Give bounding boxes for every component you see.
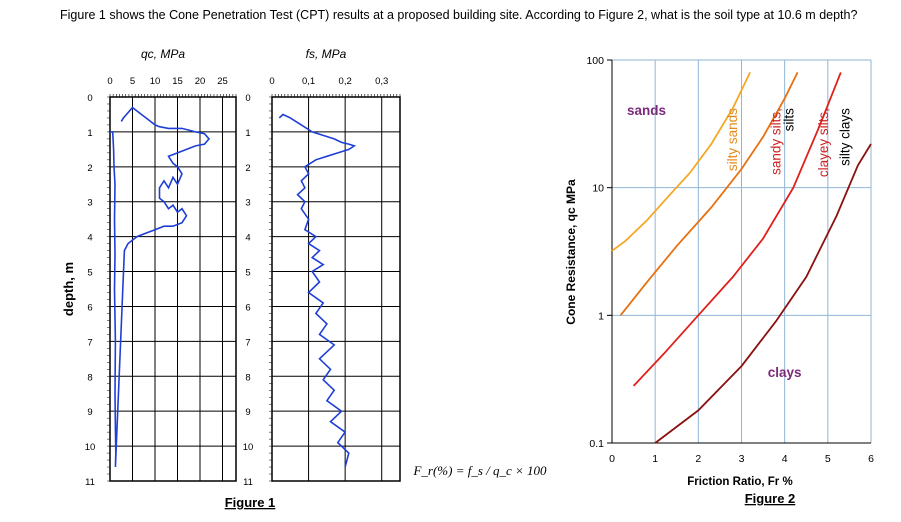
question-text: Figure 1 shows the Cone Penetration Test… xyxy=(60,8,858,22)
qc-ytick-1: 1 xyxy=(87,128,92,139)
qc-ytick-9: 9 xyxy=(87,407,92,418)
fs-ytick-6: 6 xyxy=(245,302,250,313)
fig2-zone-label-1: silty sands xyxy=(725,108,740,171)
fs-ytick-3: 3 xyxy=(245,198,250,209)
fig2-xtick-5: 5 xyxy=(825,453,831,465)
fig2-ytick-1: 1 xyxy=(598,310,604,322)
fs-xtick-2: 0,2 xyxy=(339,76,352,87)
fs-ytick-10: 10 xyxy=(243,442,254,453)
fig2-zone-label-4: clays xyxy=(768,365,802,380)
qc-xtick-1: 5 xyxy=(130,76,135,87)
qc-ytick-11: 11 xyxy=(85,477,95,488)
fig2-ytick-3: 100 xyxy=(586,55,604,67)
fs-xtick-3: 0,3 xyxy=(375,76,388,87)
fig2-zone-label-0: sands xyxy=(627,103,666,118)
depth-axis-label: depth, m xyxy=(61,262,76,316)
fig2-ytick-2: 10 xyxy=(592,183,604,195)
fs-ytick-11: 11 xyxy=(243,477,253,488)
qc-ytick-3: 3 xyxy=(87,198,92,209)
fs-ytick-4: 4 xyxy=(245,233,250,244)
fig2-ytick-0: 0.1 xyxy=(589,438,604,450)
formula-text: F_r(%) = f_s / q_c × 100 xyxy=(412,463,547,478)
figure-2-caption: Figure 2 xyxy=(745,491,796,506)
qc-ytick-7: 7 xyxy=(87,337,92,348)
fs-frame xyxy=(271,96,401,482)
figure-1-caption: Figure 1 xyxy=(225,495,276,510)
fs-ytick-9: 9 xyxy=(245,407,250,418)
fig2-boundary-curve-3 xyxy=(632,72,842,387)
qc-xtick-3: 15 xyxy=(172,76,183,87)
fs-ytick-0: 0 xyxy=(245,93,250,104)
qc-title: qc, MPa xyxy=(141,47,185,61)
fig2-xtick-0: 0 xyxy=(609,453,615,465)
qc-ytick-0: 0 xyxy=(87,93,92,104)
fs-ytick-1: 1 xyxy=(245,128,250,139)
fig2-zone-label-5: clayey silts, xyxy=(816,108,831,177)
fig2-xtick-3: 3 xyxy=(739,453,745,465)
fs-profile-line xyxy=(278,113,357,468)
qc-xtick-2: 10 xyxy=(150,76,161,87)
qc-profile-line xyxy=(110,106,211,468)
qc-ytick-10: 10 xyxy=(85,442,96,453)
fs-xtick-0: 0 xyxy=(269,76,274,87)
fs-ytick-5: 5 xyxy=(245,268,250,279)
qc-ytick-2: 2 xyxy=(87,163,92,174)
fig2-zone-label-6: silty clays xyxy=(837,108,852,166)
qc-xtick-5: 25 xyxy=(217,76,228,87)
fig2-xtick-6: 6 xyxy=(868,453,874,465)
fig2-xtick-1: 1 xyxy=(652,453,658,465)
fig2-zone-label-2: sandy silts, xyxy=(768,108,783,175)
fs-title: fs, MPa xyxy=(306,47,347,61)
qc-ytick-4: 4 xyxy=(87,233,92,244)
fig2-y-axis-label: Cone Resistance, qc MPa xyxy=(564,179,578,325)
fs-ytick-8: 8 xyxy=(245,372,250,383)
fig2-boundary-curve-2 xyxy=(619,71,799,316)
fs-xtick-1: 0,1 xyxy=(302,76,315,87)
qc-ytick-8: 8 xyxy=(87,372,92,383)
fs-ytick-2: 2 xyxy=(245,163,250,174)
fig2-boundary-curve-1 xyxy=(611,72,751,252)
fig2-x-axis-label: Friction Ratio, Fr % xyxy=(687,476,792,488)
qc-ytick-5: 5 xyxy=(87,268,92,279)
qc-xtick-0: 0 xyxy=(107,76,112,87)
fig2-boundary-curve-4 xyxy=(654,143,872,444)
fig2-zone-label-3: silts xyxy=(781,108,796,131)
qc-xtick-4: 20 xyxy=(195,76,206,87)
fig2-xtick-2: 2 xyxy=(695,453,701,465)
fig2-xtick-4: 4 xyxy=(782,453,788,465)
qc-ytick-6: 6 xyxy=(87,302,92,313)
fs-ytick-7: 7 xyxy=(245,337,250,348)
